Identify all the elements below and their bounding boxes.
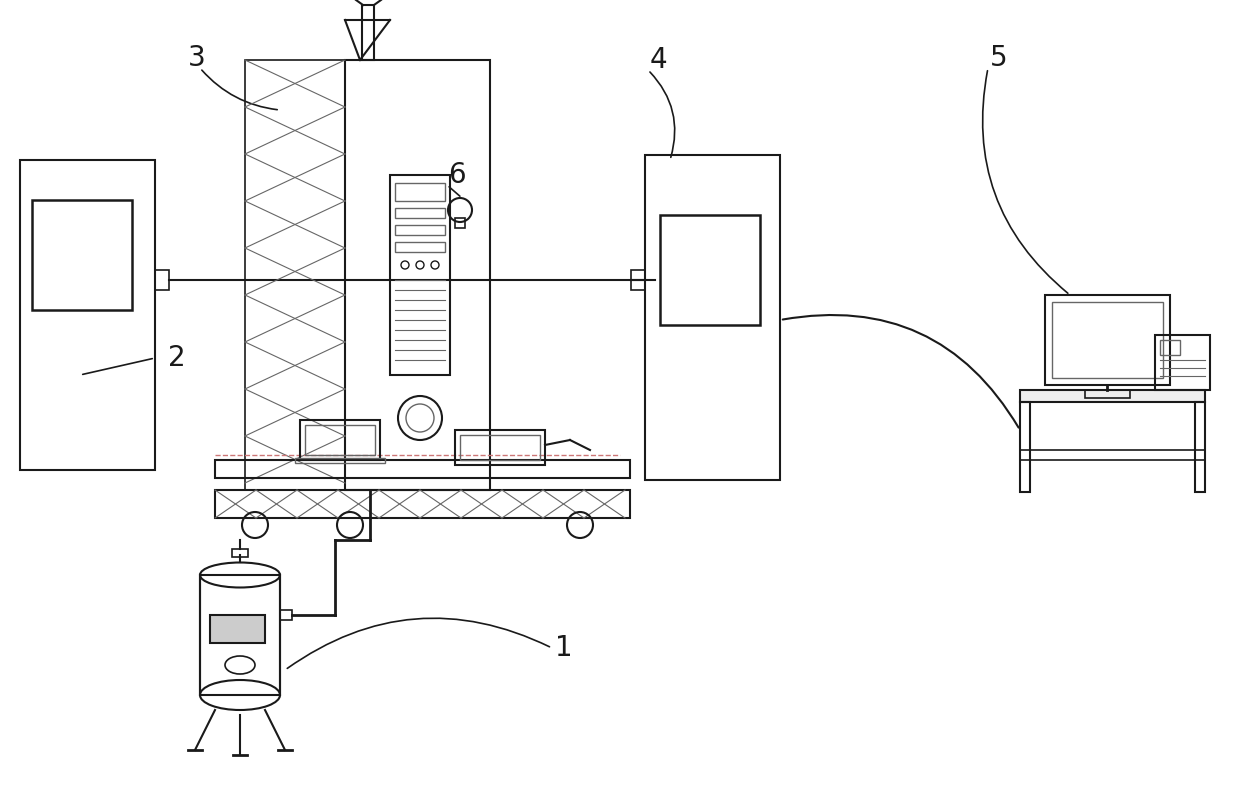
Bar [396,208,445,218]
Text: 6: 6 [448,161,466,189]
Bar [200,575,280,695]
Bar [295,458,384,463]
Bar [396,225,445,235]
Bar [305,425,374,455]
Bar [210,615,265,643]
Bar [631,270,645,290]
Bar [455,430,546,465]
Text: 4: 4 [650,46,667,74]
Text: 1: 1 [556,634,573,662]
Bar [1045,295,1171,385]
Bar [645,155,780,480]
Bar [362,5,374,60]
Bar [155,270,169,290]
Bar [232,549,248,557]
Bar [396,183,445,201]
Bar [455,218,465,228]
Bar [1021,450,1205,460]
Bar [215,490,630,518]
Bar [396,242,445,252]
Bar [246,60,345,490]
FancyArrowPatch shape [650,72,675,158]
Text: 5: 5 [990,44,1008,72]
Bar [32,200,131,310]
Bar [1159,340,1180,355]
Bar [460,435,539,460]
Bar [1052,302,1163,378]
Bar [391,175,450,375]
FancyArrowPatch shape [982,71,1068,293]
Bar [1021,390,1205,402]
Bar [345,60,490,490]
Bar [1021,402,1030,492]
FancyArrowPatch shape [202,70,278,110]
Bar [1154,335,1210,390]
Bar [1195,402,1205,492]
Bar [215,460,630,478]
Bar [280,610,291,620]
Bar [300,420,379,460]
Bar [660,215,760,325]
FancyArrowPatch shape [449,187,460,196]
Text: 2: 2 [167,344,186,372]
Bar [20,160,155,470]
FancyArrowPatch shape [288,619,549,668]
FancyArrowPatch shape [782,315,1018,428]
Bar [1085,390,1130,398]
Text: 3: 3 [188,44,206,72]
FancyArrowPatch shape [83,359,153,374]
